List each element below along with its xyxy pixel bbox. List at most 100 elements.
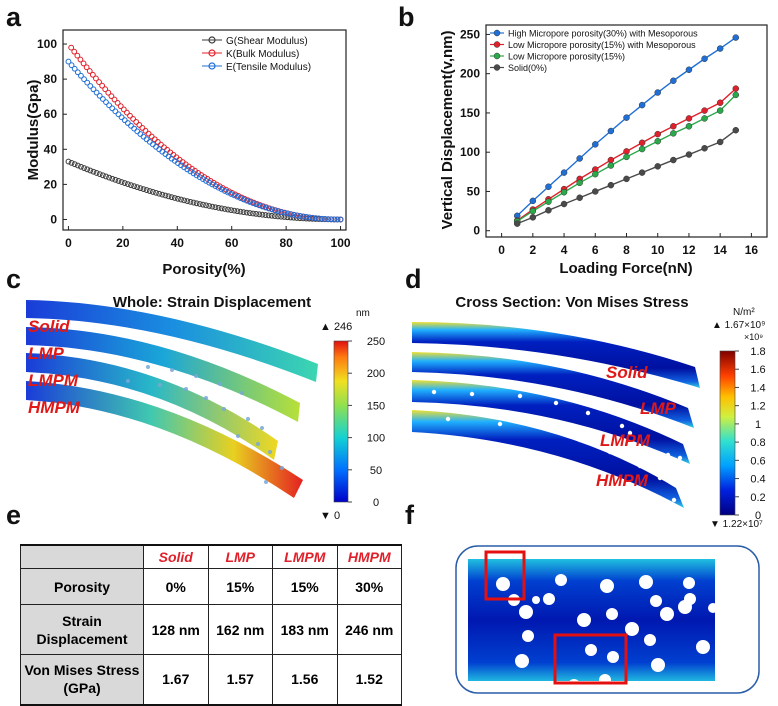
- data-point: [284, 214, 291, 221]
- table-cell: 183 nm: [272, 604, 338, 655]
- pore: [657, 475, 663, 481]
- panel-a-x-tick-label: 20: [116, 236, 130, 250]
- data-point: [607, 127, 615, 135]
- data-point: [65, 58, 72, 65]
- data-point: [560, 169, 568, 176]
- pore: [585, 644, 597, 656]
- panel-b-x-tick-label: 6: [592, 243, 599, 257]
- panel-d-min-label: ▼ 1.22×10⁷: [710, 519, 763, 530]
- panel-b-y-axis-label: Vertical Displacement(v,nm): [439, 31, 456, 230]
- colorbar-tick-label: 100: [367, 433, 385, 445]
- legend-entry: G(Shear Modulus): [226, 36, 308, 47]
- data-point: [253, 201, 260, 208]
- pore: [555, 574, 567, 586]
- data-point: [86, 68, 93, 74]
- panel-c-colorbar: [333, 340, 349, 503]
- data-point: [168, 194, 175, 201]
- data-point: [231, 207, 238, 214]
- table-cell: 1.56: [272, 654, 338, 706]
- colorbar-tick-label: 1.6: [750, 364, 765, 376]
- data-point: [206, 203, 213, 209]
- panel-b-x-tick-label: 4: [561, 243, 568, 257]
- data-point: [112, 108, 119, 115]
- data-point: [576, 155, 583, 162]
- pore: [170, 368, 174, 372]
- data-point: [545, 207, 552, 214]
- panel-letter-c: c: [6, 264, 22, 294]
- colorbar-tick-label: 200: [367, 368, 385, 380]
- data-point: [268, 206, 275, 213]
- legend-marker: [493, 41, 501, 48]
- comparison-table: Solid LMP LMPM HMPM Porosity 0% 15% 15% …: [20, 544, 402, 706]
- data-point: [156, 190, 163, 197]
- colorbar-tick-label: 0.2: [750, 492, 765, 504]
- beam-label-solid-c: Solid: [28, 317, 70, 336]
- legend-marker: [208, 62, 216, 70]
- data-point: [203, 202, 209, 209]
- panel-b-series-0: [513, 34, 740, 220]
- data-point: [83, 64, 90, 71]
- panel-a-x-axis-label: Porosity(%): [162, 261, 245, 278]
- table-cell: 1.52: [336, 654, 402, 706]
- legend-entry: Solid(0%): [508, 63, 547, 73]
- data-point: [262, 212, 269, 218]
- data-point: [716, 45, 724, 52]
- data-point: [96, 79, 102, 85]
- data-point: [218, 186, 225, 193]
- data-point: [71, 48, 78, 55]
- data-point: [225, 206, 231, 213]
- data-point: [151, 136, 158, 143]
- data-point: [240, 209, 247, 216]
- data-point: [143, 187, 150, 193]
- data-point: [560, 200, 568, 208]
- beam-hmpm-c: [26, 381, 303, 498]
- table-header-row: Solid LMP LMPM HMPM: [20, 544, 402, 569]
- pore: [678, 600, 692, 614]
- beam-lmpm-c: [26, 353, 278, 460]
- table-cell: 30%: [336, 568, 402, 605]
- data-point: [701, 55, 708, 63]
- data-point: [716, 107, 724, 114]
- data-point: [108, 93, 115, 100]
- data-point: [90, 86, 97, 93]
- data-point: [187, 198, 194, 205]
- pore: [651, 658, 665, 672]
- table-col-lmpm: LMPM: [272, 544, 338, 569]
- panel-b-series-3: [513, 126, 740, 227]
- panel-b-x-tick-label: 12: [682, 243, 696, 257]
- pore: [126, 379, 130, 383]
- data-point: [118, 179, 125, 185]
- data-point: [243, 197, 250, 204]
- beam-label-solid-d: Solid: [606, 363, 648, 382]
- pore: [246, 417, 250, 421]
- data-point: [234, 193, 241, 200]
- panel-letter-d: d: [405, 264, 422, 294]
- panel-a-x-tick-label: 100: [331, 236, 351, 250]
- panel-b-x-axis-label: Loading Force(nN): [559, 260, 692, 277]
- data-point: [262, 204, 269, 211]
- data-point: [212, 183, 219, 189]
- pore: [639, 575, 653, 589]
- beam-label-lmp-c: LMP: [28, 344, 65, 363]
- panel-a-x-tick-label: 0: [65, 236, 72, 250]
- data-point: [228, 207, 234, 214]
- data-point: [638, 139, 646, 147]
- beam-label-hmpm-d: HMPM: [596, 471, 649, 490]
- legend-marker: [493, 52, 501, 60]
- data-point: [124, 181, 131, 188]
- data-point: [231, 192, 238, 199]
- data-point: [175, 195, 181, 202]
- data-point: [158, 141, 164, 148]
- pore: [671, 497, 677, 503]
- pore: [665, 452, 671, 458]
- pore: [519, 605, 533, 619]
- panel-f-highlight-box-2: [553, 633, 628, 685]
- data-point: [654, 137, 661, 145]
- data-point: [221, 206, 228, 212]
- panel-d-von-mises: Cross Section: Von Mises Stress Solid LM…: [412, 294, 766, 530]
- data-point: [250, 210, 256, 217]
- data-point: [337, 216, 344, 223]
- data-point: [68, 62, 75, 69]
- data-point: [654, 163, 661, 170]
- data-point: [228, 191, 234, 197]
